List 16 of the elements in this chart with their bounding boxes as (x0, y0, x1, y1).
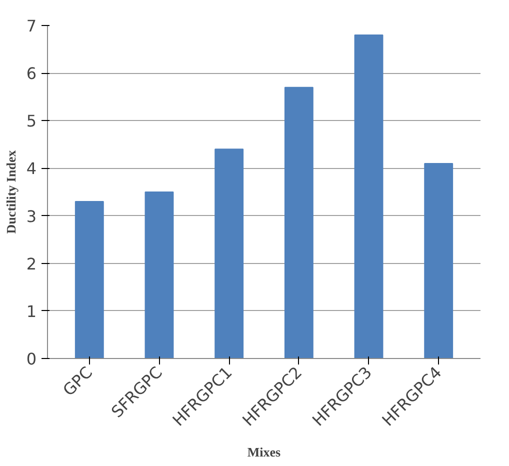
bar (354, 34, 384, 358)
y-tick-label: 2 (26, 254, 37, 274)
bar (214, 148, 244, 358)
y-axis-title: Ductility Index (3, 150, 18, 234)
y-tick-label: 4 (26, 159, 37, 178)
bar (284, 86, 314, 358)
y-tick-label: 3 (26, 206, 37, 226)
y-tick-label: 0 (26, 350, 37, 368)
bar (144, 192, 174, 358)
y-tick-label: 7 (26, 16, 37, 36)
x-axis-title: Mixes (247, 444, 281, 460)
y-tick-label: 6 (26, 64, 37, 84)
bar (424, 162, 454, 358)
bar (74, 201, 104, 358)
y-tick-label: 5 (26, 112, 37, 131)
y-tick-label: 1 (26, 302, 37, 321)
